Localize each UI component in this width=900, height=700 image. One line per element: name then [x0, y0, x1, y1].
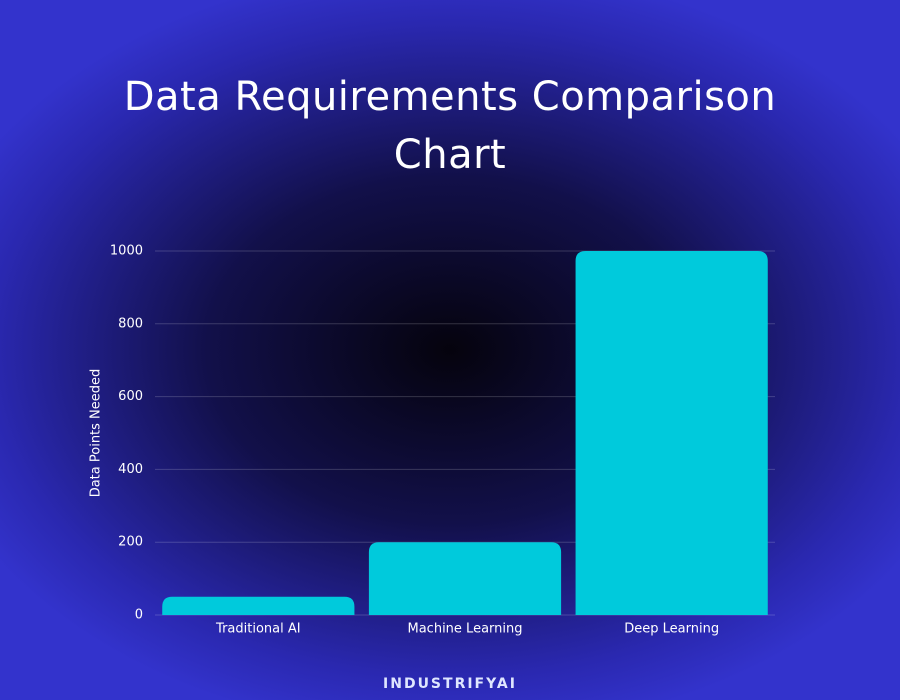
y-tick-label: 600	[118, 389, 143, 404]
y-tick-label: 0	[135, 608, 143, 623]
bar	[368, 542, 562, 615]
brand-logo: INDUSTRIFYAI	[383, 676, 517, 692]
x-tick-label: Traditional AI	[215, 622, 301, 637]
bar	[575, 251, 768, 615]
y-tick-label: 400	[118, 462, 143, 477]
x-tick-label: Machine Learning	[408, 622, 523, 637]
y-tick-label: 1000	[110, 244, 143, 259]
bar	[162, 596, 355, 615]
chart-title: Data Requirements Comparison Chart	[123, 74, 777, 178]
y-tick-label: 800	[118, 316, 143, 331]
y-tick-label: 200	[118, 535, 143, 550]
x-tick-label: Deep Learning	[624, 622, 719, 637]
y-axis-label: Data Points Needed	[89, 369, 104, 498]
